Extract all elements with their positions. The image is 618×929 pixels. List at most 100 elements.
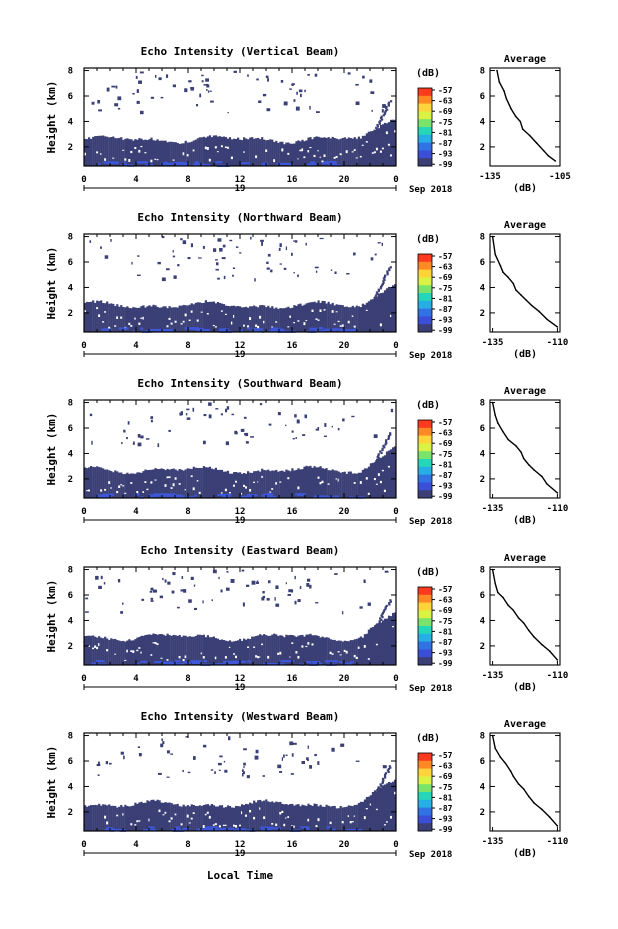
echo-layer-column: [196, 138, 199, 166]
average-y-tick-label: 8: [480, 233, 485, 243]
echo-layer-column: [182, 804, 185, 831]
echo-speck: [261, 597, 265, 601]
echo-gap: [156, 159, 160, 161]
echo-layer-column: [176, 142, 179, 166]
blue-echo-streak: [196, 828, 207, 831]
blue-echo-streak: [323, 328, 336, 331]
echo-speck: [377, 242, 381, 244]
echo-speck: [292, 438, 295, 440]
echo-layer-column: [198, 467, 201, 498]
echo-layer-column: [257, 307, 260, 332]
rising-echo-cell: [382, 281, 385, 284]
echo-speck: [291, 430, 294, 433]
echo-layer-column: [184, 635, 187, 665]
echo-layer-column: [293, 470, 296, 498]
echo-layer-column: [269, 139, 272, 166]
blue-echo-streak: [232, 660, 247, 663]
echo-layer-column: [124, 473, 127, 498]
echo-layer-column: [208, 637, 211, 665]
blue-echo-streak: [160, 162, 174, 165]
echo-speck: [292, 742, 297, 745]
blue-echo-streak: [123, 161, 127, 164]
echo-layer-column: [390, 449, 393, 498]
echo-layer-column: [184, 140, 187, 166]
echo-speck: [219, 248, 223, 252]
echo-layer-column: [305, 634, 308, 665]
blue-echo-streak: [175, 826, 180, 829]
blue-echo-streak: [132, 330, 136, 333]
echo-gap: [214, 326, 217, 328]
echo-layer-column: [142, 803, 145, 831]
colorbar-tick-label: -75: [438, 118, 453, 127]
echo-layer-column: [198, 137, 201, 166]
echo-layer-column: [327, 301, 330, 332]
average-frame: [489, 399, 561, 499]
colorbar-tick-label: -75: [438, 783, 453, 792]
echo-layer-column: [84, 138, 87, 166]
echo-gap: [243, 484, 245, 487]
echo-layer-column: [126, 806, 129, 831]
echo-gap: [230, 321, 233, 325]
blue-echo-streak: [184, 327, 199, 330]
echo-layer-column: [273, 802, 276, 831]
echo-layer-column: [333, 805, 336, 831]
average-profile-point: [505, 97, 508, 100]
echo-layer-column: [124, 307, 127, 332]
blue-echo-streak: [220, 827, 226, 830]
average-profile-point: [542, 149, 545, 152]
echo-layer-column: [228, 640, 232, 665]
echo-gap: [317, 319, 321, 321]
echo-layer-column: [104, 136, 107, 166]
average-profile-point: [515, 445, 517, 447]
echo-layer-column: [257, 137, 260, 166]
echo-layer-column: [249, 639, 252, 665]
echo-gap: [245, 814, 249, 817]
echo-layer-column: [128, 307, 131, 332]
rising-echo-cell: [386, 273, 389, 276]
average-profile-point: [520, 294, 522, 296]
echo-speck: [210, 769, 214, 771]
echo-gap: [277, 652, 279, 655]
colorbar-swatch: [418, 618, 432, 627]
echo-speck: [217, 277, 220, 280]
echo-layer-column: [339, 806, 342, 831]
echo-speck: [242, 602, 245, 607]
echo-layer-column: [174, 804, 177, 831]
echo-layer-column: [202, 466, 205, 498]
echo-layer-column: [186, 305, 189, 332]
rising-echo-cell: [371, 467, 374, 470]
colorbar-tick-label: -81: [438, 294, 453, 303]
echo-gap: [351, 821, 356, 823]
echo-speck: [182, 770, 184, 772]
colorbar-tick-label: -93: [438, 815, 453, 824]
echo-speck: [160, 96, 164, 99]
echo-speck: [384, 570, 389, 573]
average-profile-point: [548, 816, 551, 818]
echo-gap: [261, 643, 264, 646]
echo-layer-column: [84, 805, 87, 831]
colorbar-swatch: [418, 111, 432, 120]
echo-gap: [297, 486, 302, 490]
echo-layer-column: [263, 139, 266, 166]
echo-speck: [109, 762, 112, 765]
echo-speck: [215, 259, 218, 261]
average-profile-point: [541, 808, 543, 811]
echo-layer-column: [383, 455, 387, 498]
echo-speck: [161, 738, 163, 741]
echo-gap: [359, 155, 362, 158]
echo-layer-column: [204, 300, 207, 332]
echo-layer-column: [329, 806, 332, 831]
echo-layer-column: [160, 307, 163, 332]
echo-layer-column: [92, 635, 95, 665]
echo-layer-column: [377, 622, 381, 665]
echo-layer-column: [265, 307, 268, 332]
echo-speck: [103, 582, 106, 585]
echo-layer-column: [86, 301, 89, 332]
echo-layer-column: [293, 805, 296, 831]
echo-layer-column: [94, 136, 97, 166]
rising-echo-cell: [376, 124, 379, 127]
echo-layer-column: [331, 806, 334, 831]
echo-layer-column: [114, 306, 117, 332]
echo-layer-column: [98, 636, 101, 665]
echo-gap: [301, 645, 305, 648]
